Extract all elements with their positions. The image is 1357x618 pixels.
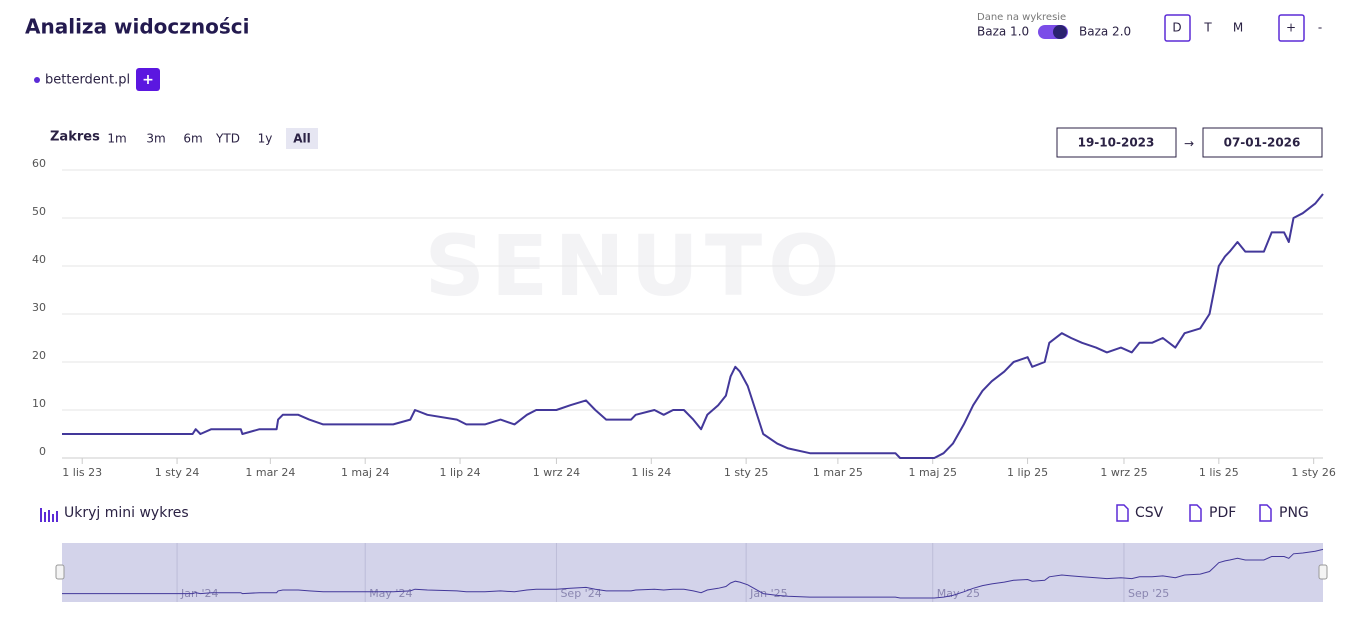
range-button[interactable]: 1m — [107, 132, 126, 146]
y-tick-label: 40 — [32, 253, 46, 266]
range-button[interactable]: 1y — [258, 132, 273, 146]
navigator-tick-label: Sep '25 — [1128, 587, 1169, 600]
range-button[interactable]: 3m — [146, 132, 165, 146]
file-icons — [1116, 504, 1272, 522]
hide-mini[interactable]: Ukryj mini wykres — [64, 505, 189, 521]
x-tick-label: 1 wrz 25 — [1100, 466, 1147, 479]
navigator-tick-label: Sep '24 — [560, 587, 601, 600]
date-from[interactable]: 19-10-2023 — [1078, 136, 1155, 150]
navigator-handle[interactable] — [55, 564, 65, 580]
x-tick-label: 1 lip 25 — [1007, 466, 1048, 479]
base-option[interactable]: Baza 2.0 — [1079, 25, 1131, 39]
x-tick-label: 1 sty 24 — [155, 466, 200, 479]
export[interactable]: PNG — [1279, 505, 1309, 521]
navigator-window[interactable] — [62, 543, 1323, 602]
chart-icon — [40, 508, 58, 522]
period-button[interactable] — [1164, 14, 1191, 42]
x-tick-label: 1 lis 25 — [1199, 466, 1239, 479]
export[interactable]: CSV — [1135, 505, 1164, 521]
base-option[interactable]: Baza 1.0 — [977, 25, 1029, 39]
navigator-tick-label: Jan '25 — [749, 587, 787, 600]
date-to[interactable]: 07-01-2026 — [1224, 136, 1301, 150]
y-tick-label: 50 — [32, 205, 46, 218]
x-tick-label: 1 lis 24 — [631, 466, 671, 479]
add[interactable]: + — [142, 72, 154, 88]
date-input[interactable] — [1202, 127, 1323, 158]
date-input[interactable] — [1056, 127, 1177, 158]
x-tick-label: 1 maj 25 — [908, 466, 957, 479]
zoom-out[interactable]: - — [1318, 21, 1322, 35]
range-button[interactable]: All — [293, 132, 311, 146]
x-tick-label: 1 mar 25 — [813, 466, 863, 479]
x-tick-label: 1 lis 23 — [62, 466, 102, 479]
toggle-knob — [1053, 25, 1067, 39]
export[interactable]: PDF — [1209, 505, 1236, 521]
period[interactable]: T — [1203, 21, 1212, 35]
add-button[interactable] — [136, 68, 160, 91]
zoom-button[interactable] — [1278, 14, 1305, 42]
x-tick-label: 1 sty 25 — [724, 466, 769, 479]
x-tick-label: 1 sty 26 — [1291, 466, 1336, 479]
y-tick-label: 10 — [32, 397, 46, 410]
range-label: Zakres — [50, 130, 100, 145]
period[interactable]: D — [1172, 21, 1181, 35]
x-tick-label: 1 maj 24 — [341, 466, 390, 479]
domain: betterdent.pl — [45, 73, 130, 88]
y-tick-label: 30 — [32, 301, 46, 314]
data-label: Dane na wykresie — [977, 12, 1066, 23]
navigator-handle[interactable] — [1318, 564, 1328, 580]
series-line — [62, 193, 1324, 459]
domain-dot — [34, 77, 40, 83]
y-tick-label: 60 — [32, 157, 46, 170]
x-tick-label: 1 wrz 24 — [533, 466, 580, 479]
y-tick-label: 0 — [39, 445, 46, 458]
range-button[interactable]: YTD — [215, 132, 240, 146]
x-tick-label: 1 mar 24 — [245, 466, 295, 479]
page-title: Analiza widoczności — [25, 15, 250, 39]
range-active — [286, 128, 318, 149]
navigator-line — [62, 548, 1324, 599]
arrow: → — [1184, 137, 1194, 151]
range-button[interactable]: 6m — [183, 132, 202, 146]
period[interactable]: M — [1233, 21, 1243, 35]
y-tick-label: 20 — [32, 349, 46, 362]
zoom-in[interactable]: + — [1286, 21, 1296, 35]
x-tick-label: 1 lip 24 — [439, 466, 480, 479]
navigator-tick-label: May '24 — [369, 587, 412, 600]
